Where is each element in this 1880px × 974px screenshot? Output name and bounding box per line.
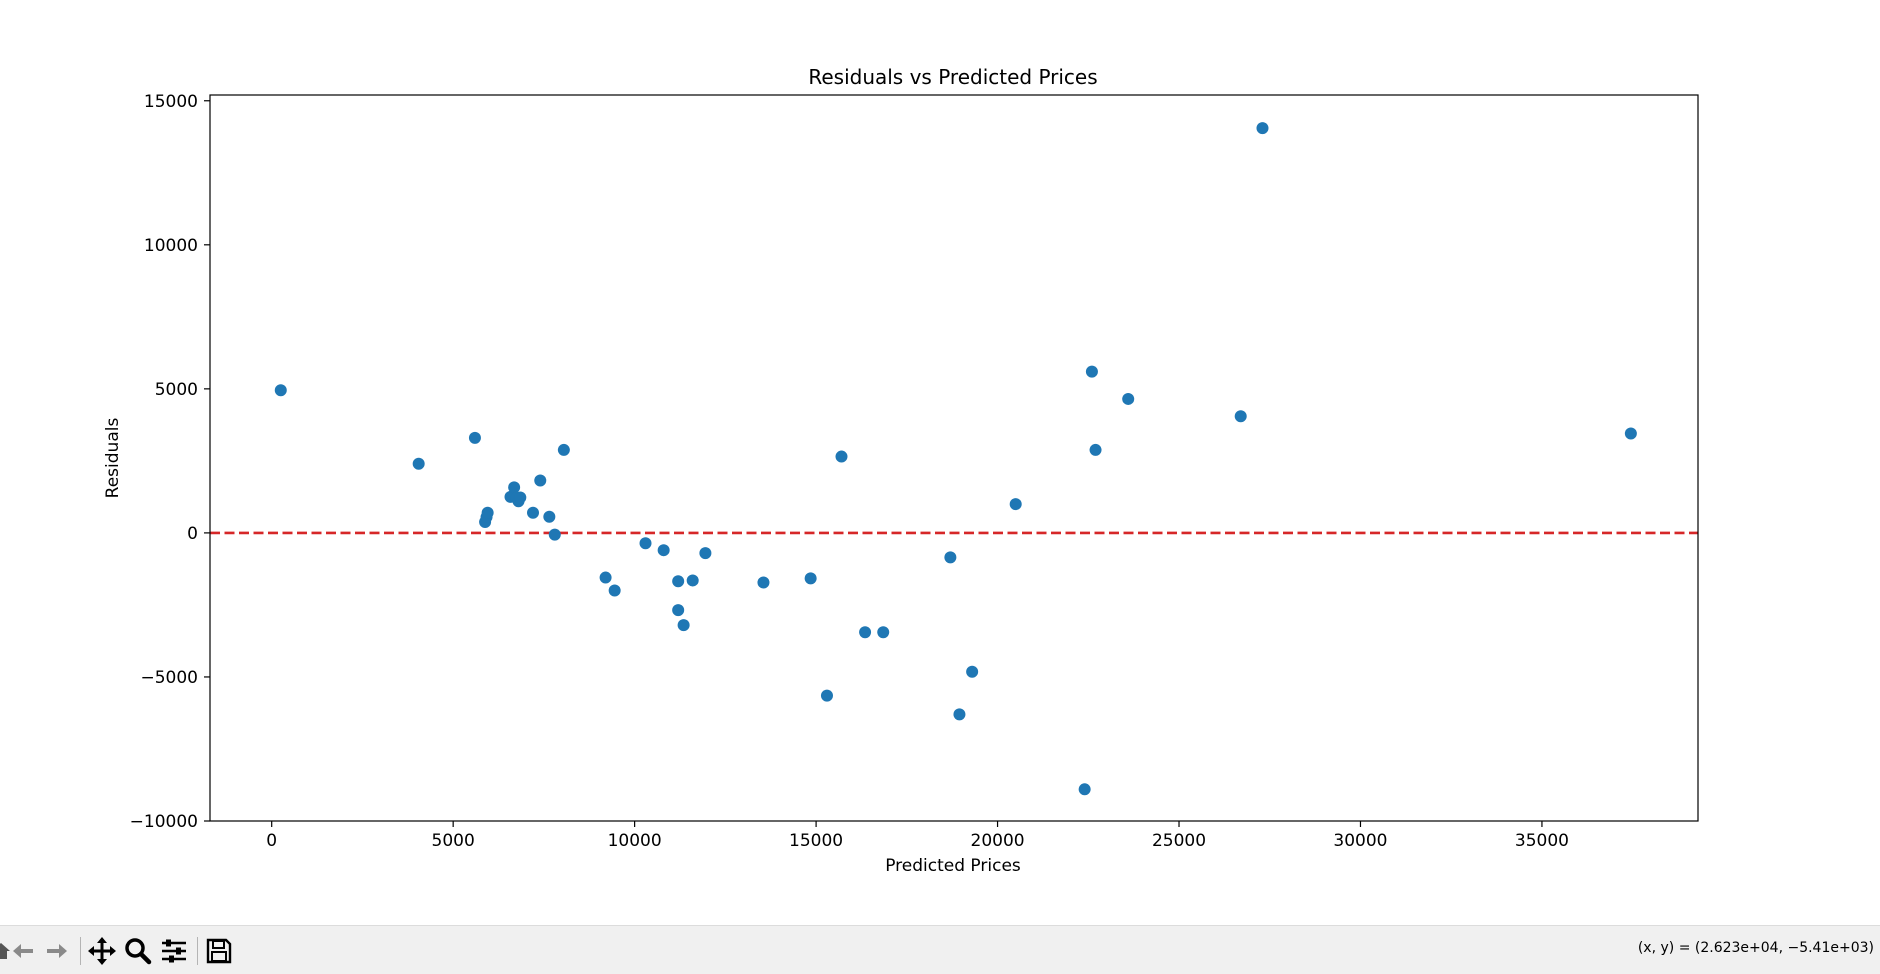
x-tick-label: 35000 — [1515, 831, 1569, 851]
data-point — [953, 708, 966, 721]
data-point — [1078, 783, 1091, 796]
data-point — [412, 457, 425, 470]
axes-frame — [209, 94, 1699, 822]
chart-title: Residuals vs Predicted Prices — [808, 65, 1097, 89]
data-point — [1009, 498, 1022, 511]
data-point — [508, 481, 521, 494]
zoom-icon — [125, 938, 152, 965]
data-point — [639, 537, 652, 550]
y-axis-label: Residuals — [103, 418, 123, 499]
save-button[interactable] — [204, 936, 234, 966]
data-point — [543, 510, 556, 523]
zoom-button[interactable] — [123, 936, 153, 966]
configure-subplots-button[interactable] — [159, 936, 189, 966]
pan-icon — [88, 937, 116, 965]
data-point — [1234, 410, 1247, 423]
data-point — [274, 384, 287, 397]
data-point — [1256, 122, 1269, 135]
data-point — [820, 689, 833, 702]
data-point — [1089, 443, 1102, 456]
x-axis-label: Predicted Prices — [885, 856, 1021, 876]
data-point — [672, 575, 685, 588]
configure-subplots-icon — [162, 939, 186, 963]
x-tick-label: 0 — [266, 831, 277, 851]
home-icon — [0, 943, 10, 959]
x-tick-label: 5000 — [432, 831, 475, 851]
data-point — [877, 626, 890, 639]
plot-area[interactable] — [210, 122, 1698, 796]
data-point — [599, 571, 612, 584]
data-point — [527, 506, 540, 519]
data-point — [1122, 392, 1135, 405]
data-point — [657, 544, 670, 557]
data-point — [557, 443, 570, 456]
data-point — [804, 572, 817, 585]
back-button[interactable] — [9, 936, 39, 966]
data-point — [944, 551, 957, 564]
pan-button[interactable] — [87, 936, 117, 966]
forward-arrow-icon — [47, 944, 67, 958]
data-point — [672, 604, 685, 617]
y-tick-label: 10000 — [144, 236, 198, 256]
y-tick-label: −5000 — [140, 668, 198, 688]
home-button[interactable] — [0, 936, 16, 966]
y-axis: −10000 −5000 0 5000 10000 15000 — [130, 92, 210, 832]
back-arrow-icon — [13, 944, 33, 958]
data-point — [966, 665, 979, 678]
data-point — [514, 491, 527, 504]
data-point — [1085, 365, 1098, 378]
data-point — [677, 619, 690, 632]
y-tick-label: 5000 — [155, 380, 198, 400]
data-point — [686, 574, 699, 587]
data-point — [468, 431, 481, 444]
y-tick-label: 15000 — [144, 92, 198, 112]
data-point — [699, 547, 712, 560]
data-point — [835, 450, 848, 463]
coordinate-readout: (x, y) = (2.623e+04, −5.41e+03) — [1637, 940, 1874, 956]
forward-button[interactable] — [41, 936, 71, 966]
x-tick-label: 25000 — [1152, 831, 1206, 851]
y-tick-label: −10000 — [130, 812, 198, 832]
data-point — [1624, 427, 1637, 440]
data-point — [481, 506, 494, 519]
x-tick-label: 30000 — [1333, 831, 1387, 851]
x-tick-label: 20000 — [971, 831, 1025, 851]
data-point — [859, 626, 872, 639]
data-point — [757, 576, 770, 589]
x-tick-label: 10000 — [608, 831, 662, 851]
save-icon — [206, 938, 232, 964]
x-tick-label: 15000 — [789, 831, 843, 851]
data-point — [534, 474, 547, 487]
data-point — [608, 584, 621, 597]
chart-figure: Residuals vs Predicted Prices 0 5000 10000… — [103, 65, 1699, 876]
x-axis: 0 5000 10000 15000 20000 25000 30000 35000 — [266, 821, 1569, 851]
data-point — [548, 528, 561, 541]
y-tick-label: 0 — [187, 524, 198, 544]
navigation-toolbar: (x, y) = (2.623e+04, −5.41e+03) — [0, 925, 1880, 974]
toolbar-separator — [80, 937, 81, 965]
toolbar-separator — [197, 937, 198, 965]
